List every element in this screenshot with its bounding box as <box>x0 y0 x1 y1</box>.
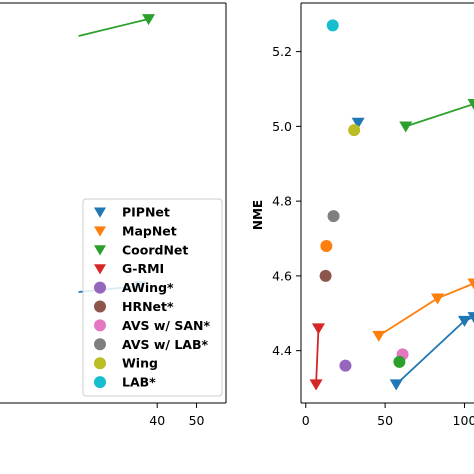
right-y-ticks: 4.4 4.6 4.8 5.0 5.2 <box>272 44 301 358</box>
right-pipnet-marker <box>351 117 365 129</box>
right-lab-point <box>326 19 339 32</box>
right-hrnet-point <box>319 269 332 282</box>
right-g-rmi-marker <box>309 379 323 391</box>
legend-marker-avs-w-lab <box>94 338 106 351</box>
right-y-tick-label: 4.4 <box>272 343 292 358</box>
legend-label-mapnet: MapNet <box>122 223 177 238</box>
right-mapnet-point <box>320 239 333 252</box>
right-x-ticks: 0 50 100 <box>302 403 474 428</box>
legend-label-awing: AWing* <box>122 280 174 295</box>
right-pipnet-marker <box>457 315 471 327</box>
legend-marker-coordnet <box>94 245 106 256</box>
right-pipnet-line <box>395 316 474 385</box>
right-mapnet-marker <box>430 293 444 305</box>
right-pipnet-marker <box>389 379 403 391</box>
right-wing-point <box>348 124 361 137</box>
legend-label-lab: LAB* <box>122 375 156 390</box>
legend-label-avs-w-lab: AVS w/ LAB* <box>122 337 208 352</box>
right-y-tick-label: 5.2 <box>272 44 292 59</box>
right-pipnet-marker <box>467 312 474 324</box>
right-y-tick-label: 4.6 <box>272 268 292 283</box>
left-coordnet-marker <box>142 14 156 26</box>
right-avs-w-lab-point <box>327 210 340 223</box>
right-g-rmi-marker <box>311 323 325 335</box>
right-coordnet-point <box>393 355 406 368</box>
legend-marker-lab <box>94 376 106 389</box>
right-y-tick-label: 4.8 <box>272 194 292 209</box>
right-awing-point <box>339 359 352 372</box>
legend-label-avs-w-san: AVS w/ SAN* <box>122 318 210 333</box>
legend-label-g-rmi: G-RMI <box>122 261 164 276</box>
legend-label-hrnet: HRNet* <box>122 299 174 314</box>
legend-marker-awing <box>94 281 106 294</box>
legend-marker-hrnet <box>94 300 106 313</box>
right-coordnet-line <box>405 103 474 128</box>
legend-box <box>82 198 223 397</box>
right-mapnet-marker <box>372 330 386 342</box>
left-chart-panel: 40 50 PIPNet MapNet CoordNet G-RMI AWing* HRNe… <box>0 2 227 428</box>
right-x-tick-label: 0 <box>302 413 310 428</box>
right-g-rmi-line <box>315 328 320 385</box>
left-x-ticks: 40 50 <box>149 403 205 428</box>
left-x-tick-label: 50 <box>189 413 205 428</box>
legend-label-pipnet: PIPNet <box>122 205 170 220</box>
right-x-tick-label: 100 <box>453 413 474 428</box>
right-coordnet-marker <box>467 99 474 111</box>
left-x-tick-label: 40 <box>149 413 165 428</box>
left-coordnet-line <box>78 18 149 37</box>
right-y-tick-label: 5.0 <box>272 119 292 134</box>
legend-marker-g-rmi <box>94 264 106 275</box>
right-x-tick-label: 50 <box>377 413 393 428</box>
legend-marker-mapnet <box>94 226 106 237</box>
right-mapnet-line <box>378 282 474 337</box>
legend-marker-avs-w-san <box>94 319 106 332</box>
right-chart-panel: 0 50 100 4.4 4.6 4.8 5.0 5.2 NME <box>251 2 474 428</box>
legend-label-coordnet: CoordNet <box>122 242 188 257</box>
right-y-axis-label: NME <box>251 200 265 230</box>
legend-marker-pipnet <box>94 207 106 218</box>
legend-label-wing: Wing <box>122 356 158 371</box>
right-mapnet-marker <box>467 278 474 290</box>
right-coordnet-marker <box>399 121 413 133</box>
legend: PIPNet MapNet CoordNet G-RMI AWing* HRNet* AVS… <box>82 198 223 397</box>
right-plot-area <box>309 19 474 391</box>
legend-marker-wing <box>94 357 106 370</box>
